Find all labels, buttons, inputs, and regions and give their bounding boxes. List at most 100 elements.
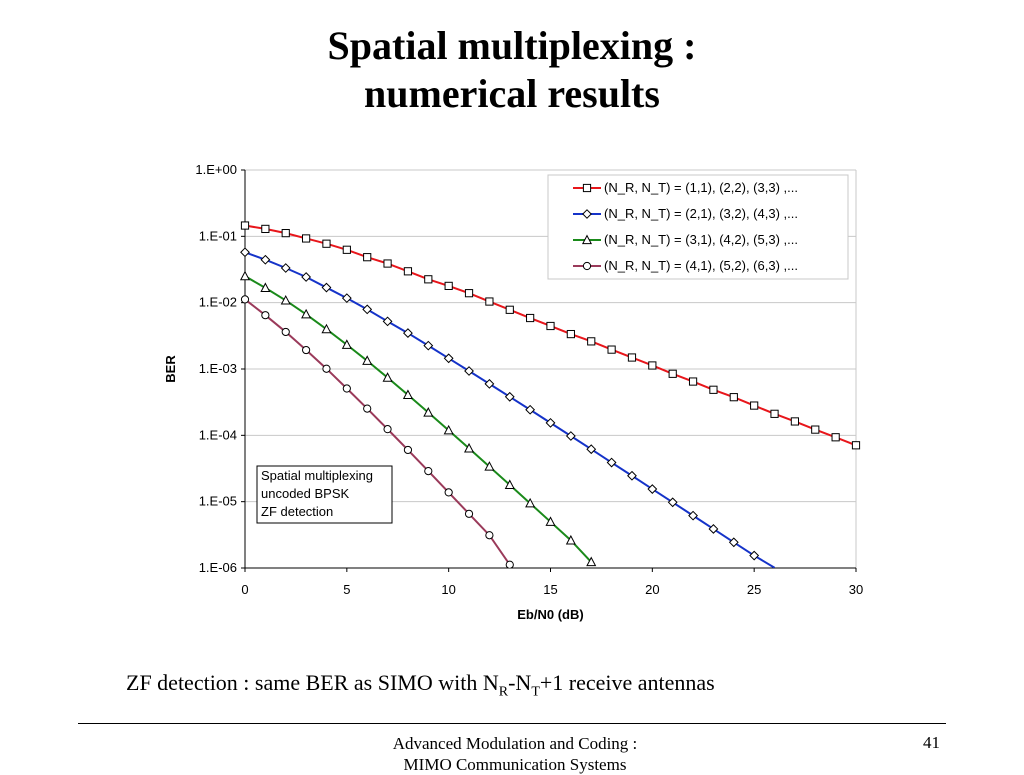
series-4-point (383, 425, 392, 434)
legend-box (547, 174, 849, 280)
y-tick-label: 1.E-05 (199, 494, 237, 509)
series-1-point (790, 417, 799, 426)
series-3-point (382, 372, 393, 382)
series-2-point (749, 550, 760, 561)
footer-course-title: Advanced Modulation and Coding : MIMO Co… (300, 733, 730, 775)
caption-sub-r: R (498, 684, 509, 700)
series-1-point (403, 267, 413, 276)
series-4-point (485, 531, 494, 540)
series-1-point (281, 229, 290, 238)
series-4-point (240, 295, 250, 304)
legend-swatch-marker (582, 183, 592, 193)
chart-legend: (N_R, N_T) = (1,1), (2,2), (3,3) ,... (N_… (547, 174, 849, 280)
series-2-point (464, 366, 474, 376)
series-3-point (504, 479, 515, 489)
series-1-point (811, 425, 820, 434)
series-1-point (729, 393, 738, 402)
series-1-point (770, 409, 779, 418)
series-2 (240, 247, 776, 568)
series-2-point (382, 316, 393, 327)
annotation-box (256, 465, 393, 524)
series-2-point (525, 404, 536, 415)
legend-entry: (N_R, N_T) = (3,1), (4,2), (5,3) ,... (604, 232, 798, 247)
legend-entry: (N_R, N_T) = (2,1), (3,2), (4,3) ,... (604, 206, 798, 221)
y-tick-label: 1.E-04 (199, 427, 237, 442)
series-2-point (362, 304, 373, 315)
series-4-point (281, 327, 290, 337)
x-tick-label: 15 (543, 582, 557, 597)
series-4-point (261, 311, 270, 320)
series-3-point (321, 323, 332, 334)
caption-prefix: ZF detection : same BER as SIMO with N (126, 670, 499, 695)
series-3-point (545, 516, 556, 526)
series-1-point (383, 259, 392, 268)
x-tick-label: 10 (441, 582, 455, 597)
slide-title: Spatial multiplexing : numerical results (0, 22, 1024, 118)
series-1-point (668, 369, 677, 378)
series-4 (240, 295, 514, 568)
series-1-point (709, 385, 718, 394)
series-4-point (505, 560, 514, 568)
series-2-point (688, 510, 698, 521)
series-3-point (402, 389, 413, 399)
x-axis-title: Eb/N0 (dB) (517, 607, 583, 622)
series-2-point (341, 293, 352, 304)
series-3-point (280, 294, 291, 305)
series-3-point (443, 424, 454, 435)
footer-divider (78, 723, 946, 724)
series-2-point (708, 524, 719, 534)
series-3-point (586, 556, 597, 567)
legend-swatch-marker (581, 234, 593, 245)
chart-series (239, 221, 861, 568)
page-number: 41 (923, 733, 940, 752)
series-2-point (260, 254, 271, 265)
series-2-point (667, 497, 678, 508)
series-3-point (341, 339, 352, 349)
slide-title-line-2: numerical results (364, 71, 660, 116)
series-1-point (851, 441, 861, 450)
legend-entry: (N_R, N_T) = (4,1), (5,2), (6,3) ,... (604, 258, 798, 273)
x-tick-label: 25 (747, 582, 761, 597)
series-1-point (831, 433, 840, 442)
series-2-point (586, 444, 597, 455)
series-1-point (363, 253, 372, 262)
series-2-point (728, 537, 739, 548)
series-4-point (302, 345, 311, 355)
series-1 (240, 221, 861, 450)
series-4-point (322, 364, 331, 373)
series-3-point (239, 270, 251, 281)
series-2-point (484, 378, 495, 389)
annotation-line: ZF detection (261, 504, 333, 519)
y-tick-label: 1.E-03 (199, 361, 237, 376)
series-1-point (546, 321, 555, 331)
series-2-point (443, 353, 454, 364)
series-1-point (627, 353, 637, 362)
series-1-point (607, 345, 616, 354)
series-1-point (566, 329, 575, 339)
series-3-point (362, 355, 373, 365)
footer-line-2: MIMO Communication Systems (403, 755, 627, 774)
series-1-point (648, 361, 657, 370)
series-4-line (244, 298, 511, 566)
y-tick-label: 1.E-01 (199, 228, 237, 243)
series-3-point (301, 308, 312, 319)
annotation-line: uncoded BPSK (261, 486, 350, 501)
caption-sub-t: T (531, 684, 540, 700)
series-3-point (484, 461, 495, 471)
series-3-point (423, 407, 434, 417)
footer-line-1: Advanced Modulation and Coding : (392, 734, 638, 753)
series-1-point (302, 234, 311, 243)
legend-entry: (N_R, N_T) = (1,1), (2,2), (3,3) ,... (604, 180, 798, 195)
series-1-point (424, 275, 433, 284)
series-2-point (545, 417, 556, 428)
y-tick-label: 1.E+00 (195, 162, 237, 177)
x-tick-label: 30 (849, 582, 863, 597)
series-2-point (301, 272, 312, 282)
series-3-point (260, 282, 271, 292)
legend-swatch-marker (582, 261, 592, 271)
series-2-point (240, 247, 250, 258)
series-4-point (363, 404, 372, 413)
series-1-point (587, 337, 596, 346)
x-tick-label: 0 (241, 582, 248, 597)
series-1-point (485, 297, 494, 306)
